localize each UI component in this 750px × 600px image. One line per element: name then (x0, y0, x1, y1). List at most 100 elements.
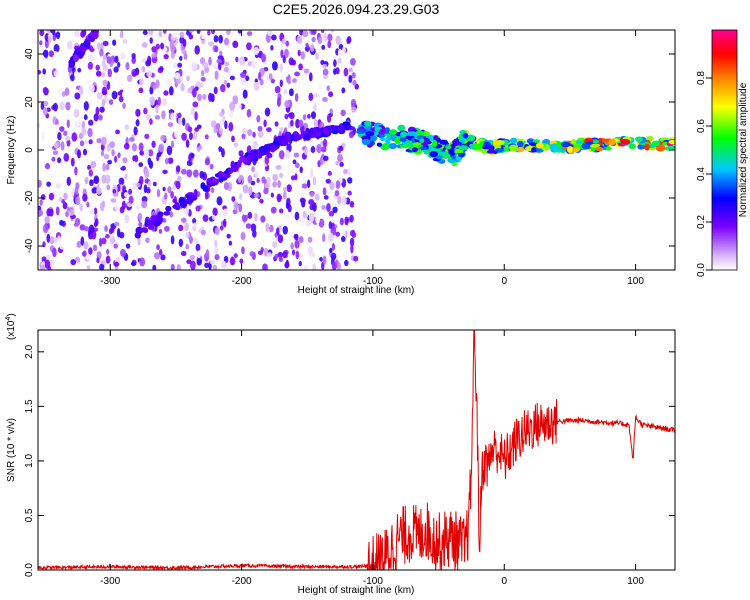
heatmap-noise-cell (104, 174, 111, 184)
heatmap-noise-cell (105, 255, 111, 264)
heatmap-noise-cell (208, 92, 213, 102)
heatmap-noise-cell (288, 88, 294, 97)
heatmap-noise-cell (44, 216, 50, 224)
heatmap-noise-cell (164, 192, 168, 200)
heatmap-noise-cell (335, 180, 341, 190)
heatmap-noise-cell (121, 90, 128, 98)
heatmap-noise-cell (74, 256, 81, 263)
heatmap-noise-cell (88, 247, 93, 255)
heatmap-noise-cell (66, 139, 71, 147)
heatmap-noise-cell (310, 111, 317, 120)
heatmap-noise-cell (74, 31, 80, 37)
heatmap-noise-cell (290, 242, 294, 250)
heatmap-noise-cell (253, 46, 260, 55)
y-tick-label: 1.5 (24, 399, 35, 413)
heatmap-noise-cell (118, 177, 125, 186)
heatmap-noise-cell (70, 157, 75, 167)
heatmap-noise-cell (62, 202, 68, 210)
heatmap-noise-cell (246, 42, 252, 51)
heatmap-band-cell (458, 137, 466, 143)
heatmap-noise-cell (302, 30, 309, 38)
heatmap-noise-cell (128, 188, 133, 195)
heatmap-noise-cell (298, 119, 304, 128)
heatmap-signal-cell (230, 165, 239, 173)
heatmap-noise-cell (284, 48, 289, 58)
heatmap-signal-cell (191, 194, 198, 201)
heatmap-noise-cell (329, 247, 333, 254)
heatmap-noise-cell (279, 79, 283, 88)
heatmap-band-cell (492, 139, 499, 147)
heatmap-noise-cell (330, 252, 337, 261)
heatmap-noise-cell (261, 176, 266, 184)
heatmap-noise-cell (162, 169, 168, 175)
heatmap-noise-cell (158, 143, 165, 153)
heatmap-noise-cell (114, 55, 119, 64)
heatmap-noise-cell (189, 254, 196, 261)
heatmap-noise-cell (38, 122, 41, 129)
heatmap-noise-cell (175, 77, 181, 85)
heatmap-noise-cell (96, 257, 100, 264)
snr-scale-label: (x104) (5, 313, 17, 340)
colorbar-tick-label: 0.6 (696, 119, 707, 133)
heatmap-signal-cell (283, 138, 292, 143)
heatmap-noise-cell (74, 186, 79, 195)
heatmap-noise-cell (237, 103, 242, 111)
heatmap-noise-cell (277, 180, 281, 188)
heatmap-noise-cell (89, 208, 95, 215)
heatmap-noise-cell (163, 225, 170, 232)
heatmap-noise-cell (322, 68, 329, 76)
heatmap-noise-cell (187, 87, 193, 94)
heatmap-band-cell (574, 147, 580, 153)
heatmap-noise-cell (339, 162, 344, 167)
colorbar-label: Normalized spectral amplitude (738, 82, 749, 217)
heatmap-noise-cell (49, 258, 55, 268)
heatmap-noise-cell (144, 169, 150, 179)
x-tick-label: 100 (627, 276, 644, 287)
heatmap-noise-cell (196, 258, 202, 266)
heatmap-noise-cell (141, 200, 148, 209)
spectrogram-x-label: Height of straight line (km) (298, 285, 415, 296)
heatmap-noise-cell (176, 264, 181, 270)
heatmap-noise-cell (111, 90, 118, 100)
x-tick-label: -300 (100, 576, 120, 587)
heatmap-noise-cell (102, 64, 109, 72)
heatmap-noise-cell (267, 30, 273, 36)
heatmap-noise-cell (246, 109, 252, 118)
heatmap-noise-cell (310, 168, 314, 179)
heatmap-noise-cell (82, 30, 87, 37)
heatmap-noise-cell (42, 100, 49, 107)
heatmap-noise-cell (180, 168, 187, 175)
heatmap-noise-cell (99, 106, 105, 113)
heatmap-noise-cell (311, 30, 317, 35)
heatmap-noise-cell (302, 210, 308, 219)
heatmap-noise-cell (188, 154, 192, 162)
heatmap-noise-cell (147, 180, 152, 187)
heatmap-signal-cell (284, 134, 291, 140)
heatmap-noise-cell (270, 206, 277, 214)
heatmap-noise-cell (318, 218, 325, 228)
heatmap-noise-cell (138, 212, 143, 222)
heatmap-noise-cell (269, 224, 274, 233)
heatmap-noise-cell (322, 187, 327, 196)
heatmap-noise-cell (215, 122, 221, 130)
heatmap-noise-cell (259, 198, 264, 204)
heatmap-noise-cell (337, 57, 342, 64)
heatmap-noise-cell (55, 206, 60, 216)
heatmap-noise-cell (329, 181, 335, 191)
heatmap-noise-cell (107, 68, 113, 78)
heatmap-noise-cell (240, 232, 246, 240)
heatmap-noise-cell (96, 138, 102, 144)
heatmap-signal-cell (249, 153, 255, 160)
heatmap-noise-cell (146, 188, 151, 194)
heatmap-noise-cell (340, 236, 346, 242)
heatmap-noise-cell (170, 44, 176, 52)
heatmap-noise-cell (353, 255, 359, 262)
heatmap-noise-cell (108, 99, 114, 105)
heatmap-noise-cell (264, 107, 271, 117)
heatmap-noise-cell (239, 193, 243, 200)
heatmap-noise-cell (138, 87, 144, 94)
heatmap-noise-cell (48, 192, 54, 201)
heatmap-noise-cell (143, 107, 148, 115)
heatmap-noise-cell (182, 117, 186, 126)
heatmap-noise-cell (263, 67, 269, 72)
